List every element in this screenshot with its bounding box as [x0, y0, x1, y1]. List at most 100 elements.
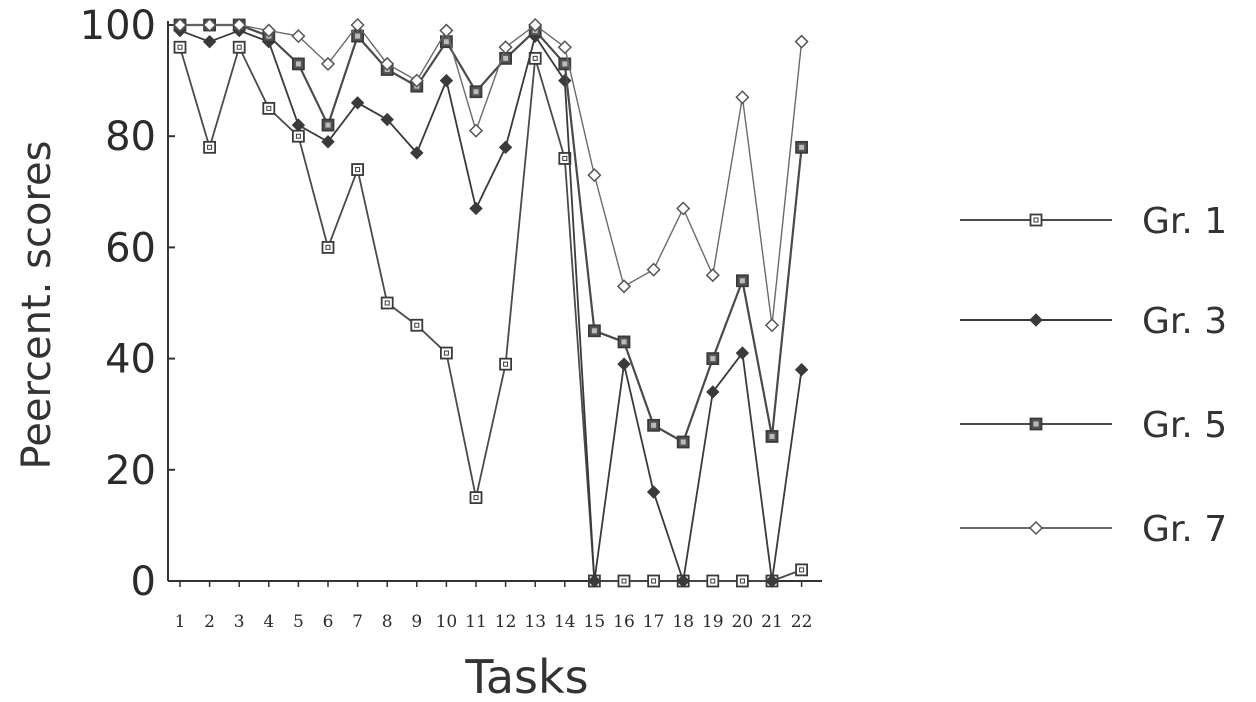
- series-4: [172, 17, 809, 333]
- data-point: [409, 73, 424, 88]
- data-point: [202, 34, 217, 49]
- x-tick-label: 1: [175, 612, 186, 632]
- y-tick-label: 0: [131, 559, 156, 605]
- x-axis-ticks: 1 2 3 4 5 6 7 8 9 10 11 12 13 14 15 16 17 18 19 20 21 22: [175, 581, 813, 632]
- x-tick-label: 2: [204, 612, 215, 632]
- data-point: [676, 574, 690, 588]
- x-tick-label: 13: [524, 612, 546, 632]
- legend-marker: [1029, 213, 1043, 227]
- legend-label: Gr. 3: [1142, 301, 1227, 342]
- data-point: [350, 96, 365, 110]
- data-point: [616, 279, 632, 294]
- data-point: [736, 574, 749, 588]
- data-point: [439, 23, 454, 38]
- data-point: [321, 135, 335, 149]
- data-point: [705, 268, 720, 283]
- data-point: [498, 40, 513, 55]
- data-point: [558, 57, 572, 71]
- data-point: [765, 574, 779, 588]
- x-tick-label: 6: [323, 612, 334, 632]
- data-point: [439, 346, 453, 360]
- data-point: [321, 240, 335, 254]
- legend-label: Gr. 1: [1142, 201, 1227, 242]
- series-line: [180, 24, 803, 326]
- y-axis-label: Peercent. scores: [14, 141, 60, 470]
- legend-label: Gr. 5: [1142, 405, 1227, 446]
- y-tick-label: 100: [80, 3, 156, 49]
- data-point: [262, 102, 276, 115]
- data-point: [351, 163, 365, 176]
- data-point: [587, 574, 602, 588]
- x-tick-label: 22: [791, 612, 813, 632]
- data-point: [676, 435, 690, 449]
- x-tick-label: 15: [584, 612, 606, 632]
- x-tick-label: 18: [672, 612, 694, 632]
- data-point: [499, 357, 513, 371]
- data-point: [676, 201, 691, 216]
- series-group: [172, 17, 809, 588]
- data-point: [232, 40, 246, 54]
- data-point: [647, 418, 660, 432]
- data-point: [291, 118, 306, 132]
- data-point: [646, 262, 661, 277]
- data-point: [291, 129, 305, 143]
- y-tick-label: 20: [105, 448, 156, 494]
- legend-item: Gr. 3: [960, 301, 1227, 342]
- data-point: [380, 296, 394, 310]
- y-axis-ticks: 0 20 40 60 80 100: [80, 3, 175, 605]
- data-point: [410, 318, 424, 332]
- data-point: [617, 357, 631, 371]
- data-point: [203, 140, 217, 154]
- data-point: [706, 352, 720, 366]
- data-point: [410, 146, 424, 160]
- series-line: [180, 23, 803, 444]
- data-point: [291, 29, 306, 44]
- data-point: [558, 73, 572, 88]
- data-point: [468, 123, 484, 138]
- x-tick-label: 8: [382, 612, 393, 632]
- data-point: [587, 168, 602, 183]
- data-point: [735, 90, 750, 105]
- data-point: [706, 385, 720, 399]
- data-point: [646, 485, 661, 499]
- data-point: [764, 318, 780, 333]
- data-point: [320, 56, 336, 71]
- data-point: [202, 17, 217, 33]
- x-tick-label: 16: [613, 612, 635, 632]
- x-tick-label: 4: [263, 612, 274, 632]
- data-point: [350, 17, 365, 33]
- legend-item: Gr. 5: [960, 405, 1227, 446]
- data-point: [794, 34, 809, 49]
- x-tick-label: 19: [702, 612, 724, 632]
- x-tick-label: 5: [293, 612, 304, 632]
- legend: Gr. 1 Gr. 3 Gr. 5 Gr. 7: [960, 201, 1227, 550]
- legend-label: Gr. 7: [1142, 509, 1227, 550]
- legend-item: Gr. 7: [960, 509, 1227, 550]
- x-axis-label: Tasks: [464, 650, 588, 702]
- data-point: [380, 112, 394, 127]
- data-point: [736, 274, 749, 288]
- series-3: [173, 18, 808, 449]
- data-point: [795, 563, 808, 577]
- data-point: [439, 73, 454, 88]
- data-point: [351, 29, 365, 43]
- legend-marker: [1029, 417, 1043, 431]
- x-tick-label: 12: [495, 612, 517, 632]
- data-point: [469, 85, 483, 99]
- data-point: [321, 118, 335, 132]
- data-point: [765, 430, 779, 443]
- x-tick-label: 21: [761, 612, 783, 632]
- data-point: [528, 17, 543, 33]
- data-point: [617, 335, 631, 349]
- data-point: [528, 51, 542, 65]
- data-point: [588, 324, 601, 338]
- x-tick-label: 7: [352, 612, 363, 632]
- y-tick-label: 40: [105, 337, 156, 383]
- data-point: [735, 346, 750, 360]
- data-point: [261, 23, 276, 38]
- y-tick-label: 80: [105, 114, 156, 160]
- data-point: [706, 574, 720, 588]
- data-point: [172, 17, 188, 33]
- data-point: [173, 40, 187, 54]
